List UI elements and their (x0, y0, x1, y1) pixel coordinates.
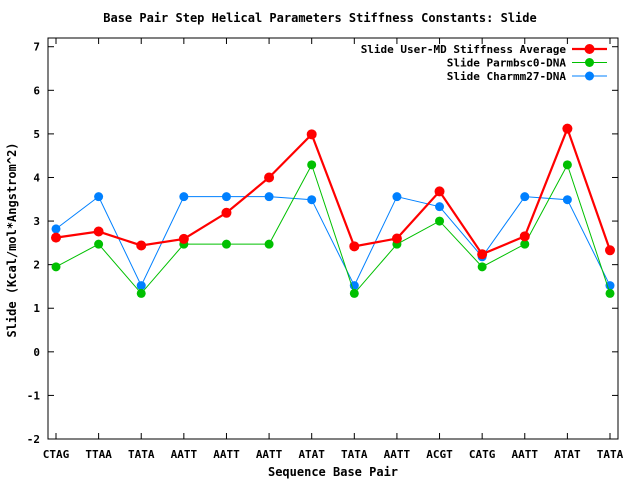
data-point (605, 288, 615, 298)
x-tick-label: CATG (469, 448, 496, 461)
y-tick-label: -2 (27, 433, 40, 446)
data-point (136, 281, 146, 291)
data-point (51, 224, 61, 234)
data-point (349, 241, 360, 252)
x-tick-label: AATT (512, 448, 539, 461)
data-point (519, 231, 530, 242)
series-line (55, 163, 611, 295)
data-point (605, 245, 615, 256)
legend-label: Slide Charmm27-DNA (447, 70, 567, 83)
legend-label: Slide Parmbsc0-DNA (447, 57, 567, 70)
data-point (179, 192, 189, 202)
x-tick-label: AATT (384, 448, 411, 461)
legend-item: Slide User-MD Stiffness Average (361, 43, 607, 56)
x-tick-label: AATT (213, 448, 240, 461)
y-axis-label: Slide (Kcal/mol*Angstrom^2) (5, 142, 19, 337)
y-tick-label: 7 (33, 41, 40, 54)
data-point (435, 216, 445, 226)
y-axis: -2 -1 0 1 2 3 4 5 6 7 (27, 41, 618, 446)
x-tick-label: TTAA (85, 448, 112, 461)
legend-label: Slide User-MD Stiffness Average (361, 43, 567, 56)
data-point (307, 160, 317, 170)
data-point (477, 249, 488, 260)
series-line (55, 125, 612, 256)
y-tick-label: 2 (33, 259, 40, 272)
data-point (178, 233, 189, 244)
y-tick-label: 0 (33, 346, 40, 359)
data-point (562, 160, 572, 170)
data-point (349, 288, 359, 298)
x-tick-label: ATAT (298, 448, 325, 461)
legend-marker (585, 58, 594, 67)
data-point (562, 123, 573, 134)
chart-title: Base Pair Step Helical Parameters Stiffn… (103, 11, 536, 25)
data-point (435, 202, 445, 212)
data-point (94, 239, 104, 249)
series-3 (51, 192, 615, 291)
y-tick-label: 1 (33, 302, 40, 315)
data-point (306, 129, 317, 140)
data-point (51, 262, 61, 272)
x-tick-label: AATT (171, 448, 198, 461)
legend-marker (585, 71, 594, 81)
series-1 (51, 123, 615, 260)
data-point (136, 240, 147, 251)
y-tick-label: 5 (33, 128, 40, 141)
series-2 (51, 160, 615, 298)
x-tick-label: ACGT (426, 448, 453, 461)
y-tick-label: -1 (27, 389, 41, 402)
x-tick-label: CTAG (43, 448, 70, 461)
data-point (221, 239, 231, 249)
data-point (51, 232, 61, 243)
data-point (477, 262, 487, 272)
legend-marker (584, 44, 595, 54)
data-point (307, 195, 317, 205)
y-tick-label: 4 (33, 171, 40, 184)
y-tick-label: 6 (33, 84, 40, 97)
data-point (221, 192, 231, 202)
data-point (136, 288, 146, 298)
plot-frame (47, 37, 619, 440)
x-axis-label: Sequence Base Pair (268, 465, 398, 479)
data-point (221, 207, 232, 218)
y-tick-label: 3 (33, 215, 40, 228)
x-tick-label: TATA (597, 448, 624, 461)
x-axis: CTAG TTAA TATA AATT AATT AATT ATAT TATA AATT ACGT… (43, 38, 624, 461)
data-point (392, 192, 402, 202)
data-point (434, 186, 445, 197)
legend-item: Slide Charmm27-DNA (447, 70, 607, 83)
data-point (264, 192, 274, 202)
x-tick-label: TATA (341, 448, 368, 461)
data-point (520, 239, 530, 249)
legend-item: Slide Parmbsc0-DNA (447, 57, 607, 70)
series-layer (51, 123, 615, 298)
series-line (55, 195, 611, 287)
data-point (264, 172, 275, 183)
data-point (391, 233, 402, 244)
x-tick-label: AATT (256, 448, 283, 461)
data-point (264, 239, 274, 249)
x-tick-label: ATAT (554, 448, 581, 461)
data-point (562, 195, 572, 205)
data-point (520, 192, 530, 202)
data-point (94, 192, 104, 202)
data-point (93, 226, 104, 237)
x-tick-label: TATA (128, 448, 155, 461)
